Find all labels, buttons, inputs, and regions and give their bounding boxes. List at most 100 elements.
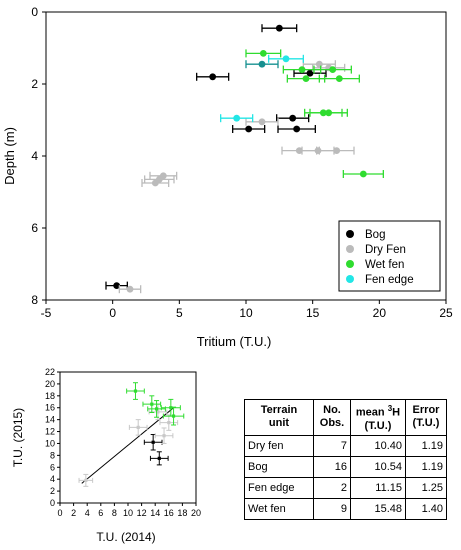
header-mean-unit: (T.U.): [364, 419, 392, 432]
legend-marker: [346, 230, 354, 238]
y-tick-label: 18: [45, 391, 55, 401]
table-cell: Wet fen: [244, 497, 314, 520]
marker: [359, 170, 367, 178]
data-point: [105, 281, 128, 290]
data-point: [196, 72, 230, 81]
x-tick-label: 15: [306, 306, 320, 320]
terrain-stats-table-container: Terrain unit No. Obs. mean 3H (T.U.) Err…: [244, 399, 447, 520]
marker: [171, 414, 176, 418]
data-point: [149, 451, 169, 466]
marker: [306, 69, 314, 77]
marker: [245, 125, 253, 133]
x-tick-label: 10: [239, 306, 253, 320]
y-tick-label: 0: [31, 5, 38, 19]
data-point: [276, 114, 310, 123]
x-tick-label: 4: [85, 508, 90, 518]
table-row: Dry fen 7 10.40 1.19: [244, 434, 447, 457]
marker: [335, 75, 343, 82]
y-tick-label: 10: [45, 438, 55, 448]
marker: [295, 147, 303, 155]
marker: [151, 440, 155, 444]
table-cell: 10.54: [350, 455, 406, 478]
data-point: [143, 434, 163, 451]
x-tick-label: 12: [137, 508, 147, 518]
marker: [162, 434, 166, 438]
data-point: [245, 49, 282, 58]
x-tick-label: 20: [373, 306, 387, 320]
x-tick-label: 20: [191, 508, 201, 518]
table-cell: Fen edge: [244, 476, 314, 499]
header-mean-superscript: 3: [387, 404, 393, 413]
marker: [293, 125, 301, 133]
data-point: [309, 108, 348, 117]
data-point: [154, 427, 174, 444]
marker: [209, 73, 217, 81]
marker: [154, 407, 159, 411]
data-point: [268, 54, 304, 63]
marker: [298, 66, 306, 73]
table-cell: 1.40: [405, 497, 447, 520]
marker: [259, 50, 267, 57]
table-row: Bog 16 10.54 1.19: [244, 455, 447, 478]
fit-line: [81, 407, 174, 484]
y-tick-label: 0: [50, 498, 55, 508]
x-tick-label: 5: [176, 306, 183, 320]
data-point: [232, 125, 266, 133]
header-terrain-unit: Terrain unit: [244, 399, 314, 436]
inset-y-axis-title: T.U. (2015): [11, 408, 25, 467]
data-point: [128, 419, 148, 436]
depth-tritium-chart: -5 0 5 10 15 20 25 0 2 4 6 8 Tritium (T.U.) Depth (m)…: [2, 5, 453, 349]
y-tick-label: 2: [31, 77, 38, 91]
x-tick-label: 10: [123, 508, 133, 518]
table-cell: 7: [313, 434, 351, 457]
data-point: [245, 60, 279, 69]
y-tick-label: 12: [45, 427, 55, 437]
y-tick-label: 6: [50, 462, 55, 472]
x-axis-title: Tritium (T.U.): [197, 334, 272, 349]
marker: [258, 60, 266, 68]
table-cell: Bog: [244, 455, 314, 478]
data-point: [126, 382, 145, 400]
data-point: [141, 179, 170, 187]
x-tick-label: 8: [112, 508, 117, 518]
x-tick-label: 0: [109, 306, 116, 320]
marker: [315, 60, 323, 68]
marker: [275, 24, 283, 32]
marker: [169, 406, 173, 410]
table-cell: 9: [313, 497, 351, 520]
marker: [167, 421, 171, 425]
data-point: [318, 74, 360, 83]
y-tick-label: 8: [50, 450, 55, 460]
x-tick-label: 6: [98, 508, 103, 518]
legend-label: Fen edge: [365, 274, 414, 286]
legend-marker: [346, 260, 354, 268]
data-point: [342, 170, 384, 178]
table-cell: 10.40: [350, 434, 406, 457]
marker: [151, 179, 159, 187]
data-point: [277, 125, 316, 133]
tu-comparison-chart: 0 2 4 6 8 10 12 14 16 18 200246810121416182022T.U.…: [11, 367, 201, 544]
marker: [156, 410, 160, 414]
legend-marker: [346, 245, 354, 253]
table-cell: 1.25: [405, 476, 447, 499]
marker: [258, 118, 266, 126]
x-tick-label: 2: [71, 508, 76, 518]
marker: [113, 282, 121, 289]
header-error: Error (T.U.): [405, 399, 447, 436]
marker: [233, 114, 241, 122]
data-point: [220, 114, 254, 123]
inset-data-points: [78, 382, 185, 487]
legend-label: Dry Fen: [365, 244, 406, 256]
legend-marker: [346, 275, 354, 283]
table-cell: 1.19: [405, 434, 447, 457]
marker: [289, 114, 297, 122]
data-points: [105, 24, 384, 294]
inset-plot-frame: [59, 371, 197, 504]
header-terrain-line2: unit: [268, 417, 290, 430]
x-tick-label: 25: [439, 306, 453, 320]
table-cell: 1.19: [405, 455, 447, 478]
header-obs-line2: Obs.: [319, 417, 345, 430]
table-cell: 11.15: [350, 476, 406, 499]
data-point: [162, 406, 185, 426]
terrain-stats-table: Terrain unit No. Obs. mean 3H (T.U.) Err…: [244, 399, 447, 520]
